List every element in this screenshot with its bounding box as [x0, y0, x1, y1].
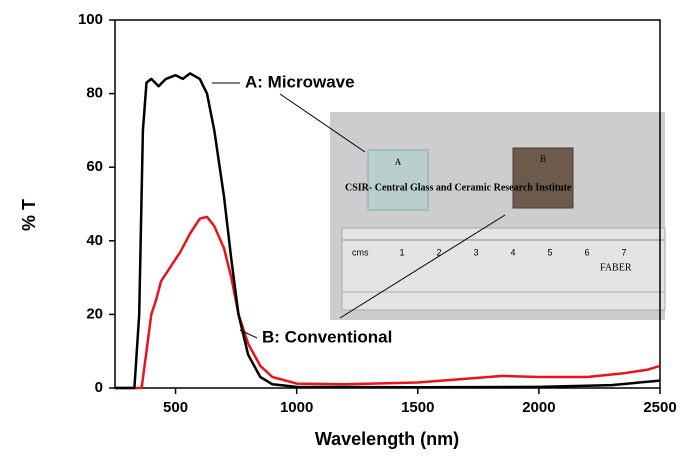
annotation-arrow	[279, 93, 366, 153]
x-tick-label: 1500	[401, 399, 434, 416]
series-line	[115, 72, 661, 390]
x-axis-label: Wavelength (nm)	[315, 429, 459, 449]
y-tick-label: 60	[86, 158, 103, 175]
ruler-unit: cms	[352, 247, 369, 257]
y-tick-label: 40	[86, 232, 103, 249]
ruler-number: 6	[584, 247, 589, 257]
y-axis-label: % T	[19, 199, 39, 231]
sample-a	[367, 149, 429, 211]
ruler-number: 1	[399, 247, 404, 257]
x-tick-label: 500	[163, 399, 188, 416]
ruler-number: 5	[547, 247, 552, 257]
ruler-number: 7	[621, 247, 626, 257]
ruler-number: 4	[510, 247, 515, 257]
annotation-arrow	[239, 329, 258, 339]
ruler-number: 2	[436, 247, 441, 257]
sample-label: A	[395, 157, 402, 167]
x-tick-label: 1000	[280, 399, 313, 416]
sample-label: B	[540, 154, 546, 164]
ruler	[341, 227, 666, 311]
y-tick-label: 0	[95, 379, 103, 396]
inset-photo: A B CSIR- Central Glass and Ceramic Rese…	[330, 112, 666, 320]
caption: CSIR- Central Glass and Ceramic Research…	[345, 182, 572, 193]
ruler-number: 3	[473, 247, 478, 257]
brand: FABER	[600, 262, 632, 273]
annotation: A: Microwave	[245, 72, 355, 91]
y-tick-label: 20	[86, 305, 103, 322]
y-tick-label: 100	[78, 11, 103, 28]
x-tick-label: 2500	[643, 399, 676, 416]
sample-b	[512, 147, 574, 209]
x-tick-label: 2000	[522, 399, 555, 416]
y-tick-label: 80	[86, 85, 103, 102]
annotation-arrow	[339, 214, 506, 319]
annotation: B: Conventional	[262, 327, 392, 346]
